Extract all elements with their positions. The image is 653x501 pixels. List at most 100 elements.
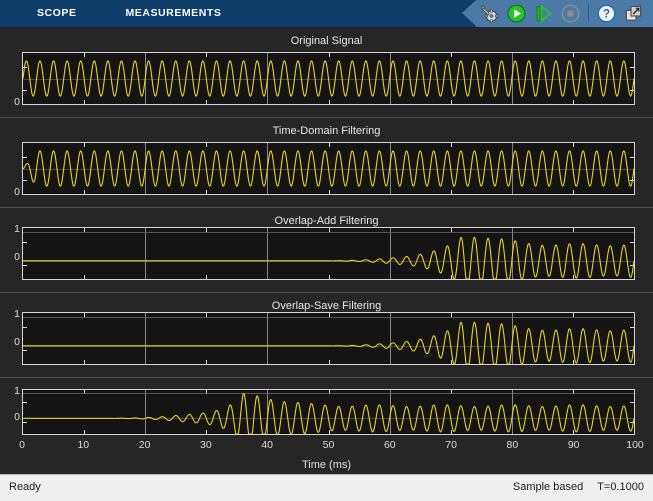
x-tick-mark <box>451 275 452 279</box>
x-axis-title: Time (ms) <box>301 459 352 471</box>
y-tick-mark <box>23 422 27 423</box>
tab-scope[interactable]: SCOPE <box>37 7 77 19</box>
configuration-properties-button[interactable] <box>476 0 503 27</box>
axes-original-signal[interactable] <box>22 52 635 105</box>
x-tick-mark <box>451 430 452 434</box>
x-tick-mark <box>206 360 207 364</box>
grid-line-vertical <box>390 53 391 104</box>
x-tick-label-90: 90 <box>567 439 580 451</box>
panel-divider-4 <box>0 377 653 378</box>
y-tick-mark <box>630 242 634 243</box>
x-tick-mark <box>206 313 207 317</box>
x-tick-label-60: 60 <box>383 439 396 451</box>
x-tick-mark <box>84 228 85 232</box>
plot-title-overlap-add-filtering: Overlap-Add Filtering <box>274 215 379 227</box>
x-tick-label-40: 40 <box>261 439 274 451</box>
status-frame-mode: Sample based <box>512 481 584 493</box>
x-tick-label-20: 20 <box>138 439 151 451</box>
run-button[interactable] <box>503 0 530 27</box>
x-tick-mark <box>84 313 85 317</box>
x-tick-mark <box>206 53 207 57</box>
x-tick-mark <box>573 275 574 279</box>
x-tick-mark <box>329 430 330 434</box>
panel-divider-3 <box>0 292 653 293</box>
x-tick-mark <box>329 360 330 364</box>
x-tick-mark <box>206 228 207 232</box>
grid-line-vertical <box>390 313 391 364</box>
axes-overlap-add-filtering[interactable] <box>22 227 635 280</box>
x-tick-mark <box>451 53 452 57</box>
panel-divider-2 <box>0 207 653 208</box>
axes-difference[interactable] <box>22 389 635 435</box>
x-tick-mark <box>573 190 574 194</box>
y-tick-label-1-panel3: 1 <box>14 223 20 235</box>
x-tick-mark <box>451 100 452 104</box>
axes-overlap-save-filtering[interactable] <box>22 312 635 365</box>
y-tick-label-1-panel5: 1 <box>14 385 20 397</box>
grid-line-vertical <box>390 143 391 194</box>
x-tick-mark <box>329 190 330 194</box>
status-bar: Ready Sample based T=0.1000 <box>0 474 653 501</box>
grid-line-vertical <box>145 228 146 279</box>
question-mark-icon: ? <box>597 4 616 23</box>
y-tick-label-0-panel1: 0 <box>14 96 20 108</box>
x-tick-mark <box>573 313 574 317</box>
stop-icon <box>561 4 580 23</box>
y-tick-mark <box>23 157 27 158</box>
grid-line-vertical <box>145 313 146 364</box>
step-forward-button[interactable] <box>530 0 557 27</box>
x-tick-mark <box>573 360 574 364</box>
x-tick-mark <box>84 53 85 57</box>
x-tick-mark <box>573 53 574 57</box>
trace-original <box>23 60 634 97</box>
grid-line-vertical <box>512 53 513 104</box>
signal-trace <box>23 236 634 279</box>
y-tick-mark <box>23 265 27 266</box>
plot-title-time-domain-filtering: Time-Domain Filtering <box>272 125 381 137</box>
y-tick-mark <box>23 180 27 181</box>
x-tick-mark <box>451 228 452 232</box>
x-tick-mark <box>329 53 330 57</box>
x-tick-label-80: 80 <box>506 439 519 451</box>
help-button[interactable]: ? <box>593 0 620 27</box>
tab-measurements[interactable]: MEASUREMENTS <box>125 7 222 19</box>
plot-title-original-signal: Original Signal <box>290 35 363 47</box>
x-tick-mark <box>329 143 330 147</box>
x-tick-mark <box>573 143 574 147</box>
plot-title-overlap-save-filtering: Overlap-Save Filtering <box>271 300 382 312</box>
x-tick-label-50: 50 <box>322 439 335 451</box>
x-tick-mark <box>206 190 207 194</box>
y-tick-mark <box>23 327 27 328</box>
detach-window-button[interactable] <box>620 0 647 27</box>
grid-line-horizontal <box>23 232 634 233</box>
y-tick-label-0-panel2: 0 <box>14 186 20 198</box>
toolbar-button-group: ? <box>462 0 653 27</box>
grid-line-zero <box>23 261 634 262</box>
x-tick-mark <box>84 143 85 147</box>
gear-wrench-icon <box>481 4 499 23</box>
toolbar-divider <box>588 5 589 22</box>
x-tick-mark <box>84 390 85 394</box>
x-tick-mark <box>206 100 207 104</box>
x-tick-label-10: 10 <box>77 439 90 451</box>
grid-line-vertical <box>145 390 146 434</box>
y-tick-mark <box>630 422 634 423</box>
x-tick-mark <box>451 143 452 147</box>
panel-divider-1 <box>0 117 653 118</box>
x-tick-mark <box>573 100 574 104</box>
x-tick-mark <box>84 275 85 279</box>
trace-time-domain <box>23 150 634 187</box>
signal-trace <box>23 321 634 364</box>
x-tick-mark <box>206 143 207 147</box>
x-tick-mark <box>206 275 207 279</box>
x-tick-mark <box>573 390 574 394</box>
grid-line-vertical <box>512 143 513 194</box>
x-tick-mark <box>84 360 85 364</box>
signal-trace <box>23 150 634 187</box>
x-tick-label-30: 30 <box>200 439 212 451</box>
trace-difference <box>23 392 634 434</box>
grid-line-horizontal <box>23 317 634 318</box>
x-tick-label-0: 0 <box>19 439 25 451</box>
axes-time-domain-filtering[interactable] <box>22 142 635 195</box>
